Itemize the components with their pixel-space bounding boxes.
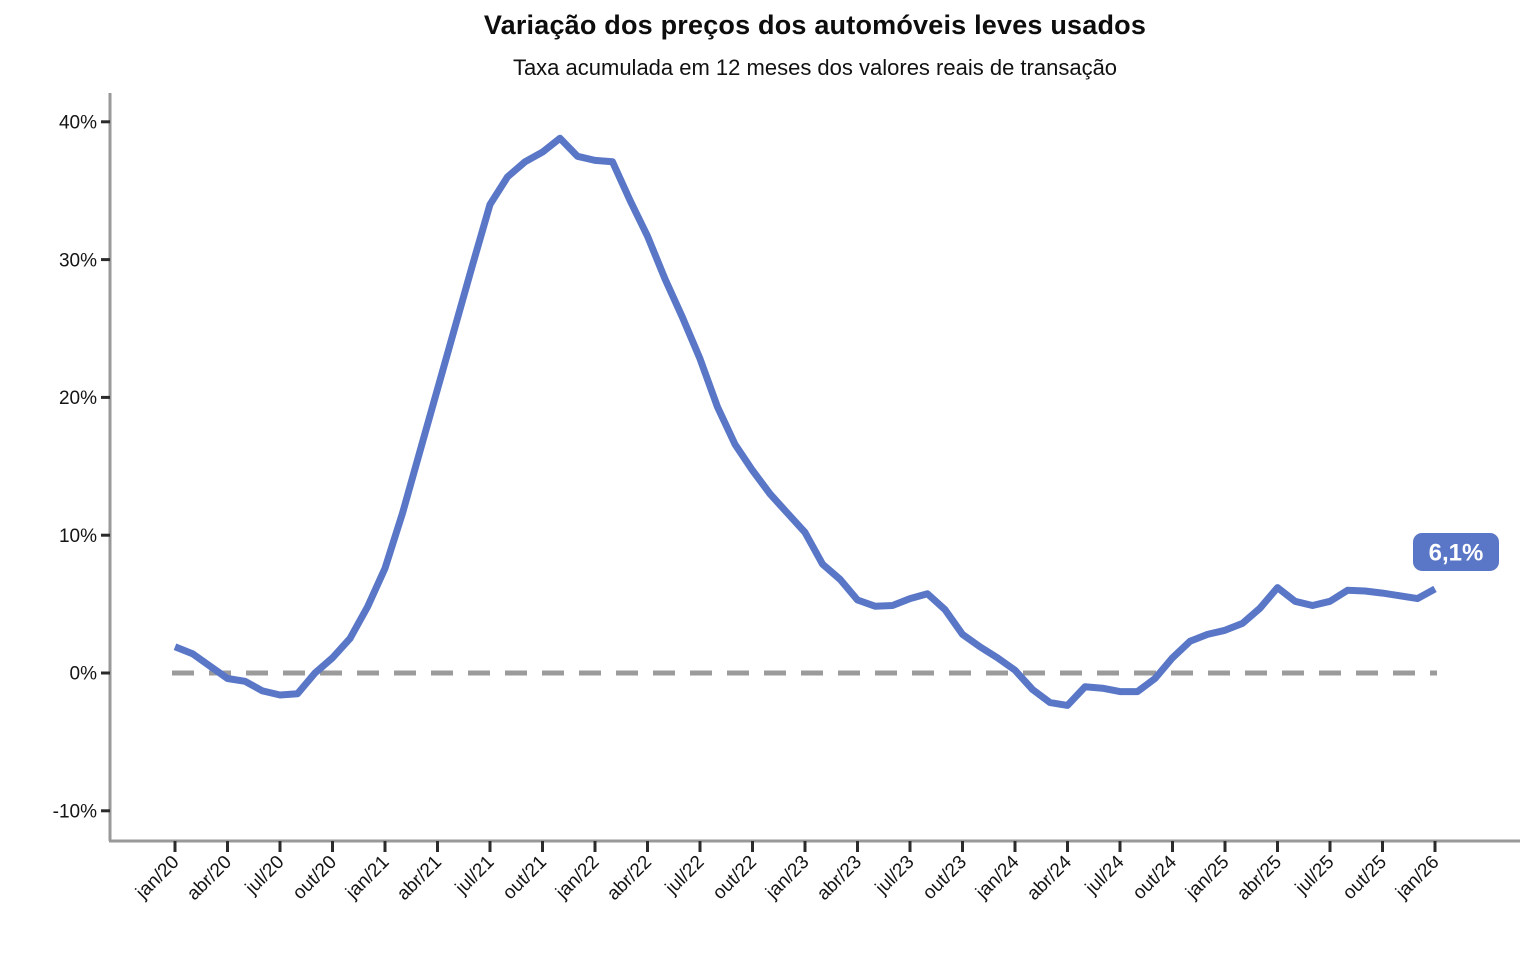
x-tick-label: out/23 — [919, 852, 971, 904]
x-tick-label: jul/22 — [661, 852, 709, 900]
data-line — [173, 134, 1437, 709]
chart-title: Variação dos preços dos automóveis leves… — [483, 10, 1147, 40]
x-tick-label: jan/21 — [341, 852, 393, 904]
x-tick-label: out/24 — [1129, 851, 1182, 904]
y-tick-label: 0% — [70, 664, 98, 685]
x-tick-label: jul/23 — [871, 852, 919, 900]
x-tick-label: abr/21 — [393, 852, 446, 905]
x-tick-label: out/20 — [289, 852, 341, 904]
x-tick-label: abr/23 — [813, 852, 866, 905]
x-tick-label: jan/26 — [1391, 852, 1443, 904]
end-label-box — [1413, 532, 1499, 571]
end-label-text: 6,1% — [1429, 539, 1484, 566]
x-tick-label: abr/20 — [183, 852, 236, 905]
y-tick-label: 30% — [59, 250, 97, 271]
x-tick-label: abr/25 — [1233, 852, 1286, 905]
x-tick-label: jul/24 — [1081, 851, 1129, 899]
y-tick-label: -10% — [53, 801, 97, 822]
chart-subtitle: Taxa acumulada em 12 meses dos valores r… — [512, 55, 1118, 80]
x-tick-label: jul/25 — [1291, 852, 1339, 900]
x-tick-label: jan/23 — [761, 852, 813, 904]
y-tick-label: 10% — [59, 526, 97, 547]
x-tick-label: out/22 — [709, 852, 761, 904]
x-tick-label: jan/24 — [971, 851, 1023, 903]
x-tick-label: abr/22 — [603, 852, 656, 905]
x-tick-label: jan/20 — [131, 852, 183, 904]
y-tick-label: 20% — [59, 388, 97, 409]
x-tick-label: jan/22 — [551, 852, 603, 904]
y-tick-label: 40% — [59, 112, 97, 133]
x-tick-label: abr/24 — [1023, 851, 1076, 904]
x-tick-label: out/21 — [499, 852, 551, 904]
x-tick-label: jan/25 — [1181, 852, 1233, 904]
x-tick-label: out/25 — [1339, 852, 1391, 904]
x-tick-label: jul/20 — [241, 852, 289, 900]
x-tick-label: jul/21 — [451, 852, 499, 900]
